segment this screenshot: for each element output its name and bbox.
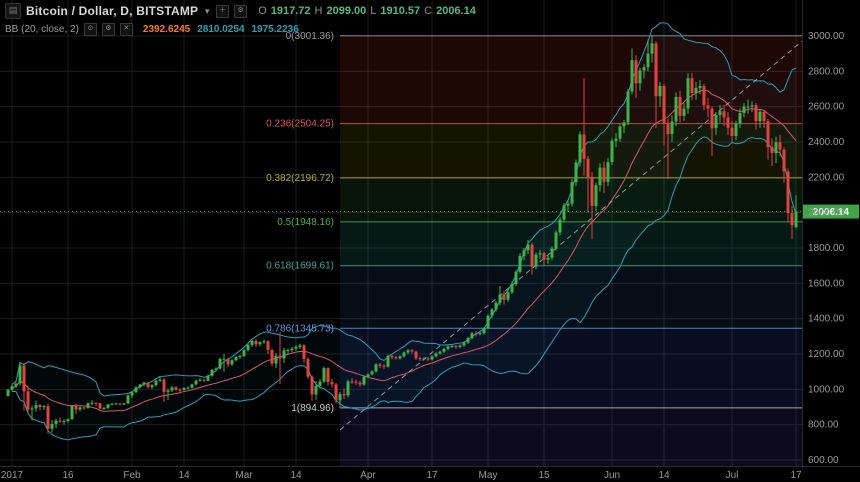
chart-header: ▤ Bitcoin / Dollar, D, BITSTAMP ▼ ＋ ⚙ O … [5, 3, 476, 36]
low-value: 1910.57 [380, 5, 421, 17]
candlestick-layer [6, 35, 798, 434]
svg-text:800.00: 800.00 [808, 420, 839, 431]
svg-text:2200.00: 2200.00 [808, 172, 845, 183]
svg-text:2017: 2017 [1, 470, 24, 481]
symbol-row: ▤ Bitcoin / Dollar, D, BITSTAMP ▼ ＋ ⚙ O … [5, 3, 476, 19]
eye-icon[interactable]: ⊙ [83, 23, 97, 36]
close-value: 2006.14 [436, 5, 476, 17]
svg-text:0.382(2196.72): 0.382(2196.72) [266, 173, 334, 184]
last-price-layer: 2006.14 [0, 204, 859, 219]
svg-text:14: 14 [658, 470, 670, 481]
indicator-name[interactable]: BB (20, close, 2) [5, 24, 79, 35]
svg-text:15: 15 [538, 470, 550, 481]
svg-text:Feb: Feb [123, 470, 141, 481]
svg-text:0.236(2504.25): 0.236(2504.25) [266, 119, 334, 130]
compare-icon[interactable]: ＋ [216, 4, 230, 18]
bb-lower-value: 1975.2236 [251, 24, 299, 35]
svg-text:3000.00: 3000.00 [808, 31, 845, 42]
chart-menu-icon[interactable]: ▤ [5, 3, 21, 19]
indicator-row: BB (20, close, 2) ⊙ ⚙ ✕ 2392.6245 2810.0… [5, 23, 476, 36]
svg-text:0.618(1699.61): 0.618(1699.61) [266, 261, 334, 272]
svg-text:0.5(1948.16): 0.5(1948.16) [277, 217, 334, 228]
close-label: C [424, 5, 433, 17]
ohlc-readout: O 1917.72 H 2099.00 L 1910.57 C 2006.14 [258, 5, 476, 17]
bb-basis-value: 2392.6245 [142, 24, 191, 35]
svg-text:1400.00: 1400.00 [808, 314, 845, 325]
svg-text:600.00: 600.00 [808, 455, 839, 466]
trendline-layer[interactable] [339, 26, 820, 431]
high-label: H [314, 5, 323, 17]
svg-text:1000.00: 1000.00 [808, 384, 845, 395]
fib-labels-layer: 0(3001.36) 0.236(2504.25) 0.382(2196.72) 0.… [266, 31, 334, 414]
svg-text:May: May [479, 470, 498, 481]
time-axis[interactable]: 2017 16 Feb 14 Mar 14 Apr 17 May 15 Jun 14 Jul 17 [0, 466, 860, 482]
bb-upper-value: 2810.0254 [197, 24, 245, 35]
svg-text:Jun: Jun [604, 470, 620, 481]
svg-text:Mar: Mar [235, 470, 253, 481]
svg-text:2000.00: 2000.00 [808, 208, 845, 219]
open-label: O [258, 5, 267, 17]
svg-text:17: 17 [426, 470, 438, 481]
gear-icon[interactable]: ⚙ [101, 23, 115, 36]
svg-text:0(3001.36): 0(3001.36) [286, 31, 334, 42]
svg-text:16: 16 [62, 470, 74, 481]
svg-text:0.786(1345.73): 0.786(1345.73) [266, 323, 334, 334]
svg-text:14: 14 [178, 470, 190, 481]
svg-text:1800.00: 1800.00 [808, 243, 845, 254]
symbol-title[interactable]: Bitcoin / Dollar, D, BITSTAMP [26, 4, 199, 18]
chevron-down-icon[interactable]: ▼ [203, 6, 212, 16]
svg-text:1200.00: 1200.00 [808, 349, 845, 360]
svg-text:Apr: Apr [360, 470, 376, 481]
close-icon[interactable]: ✕ [119, 23, 133, 36]
svg-text:17: 17 [790, 470, 802, 481]
low-label: L [370, 5, 377, 17]
indicator-values: 2392.6245 2810.0254 1975.2236 [143, 24, 299, 35]
svg-text:14: 14 [290, 470, 302, 481]
open-value: 1917.72 [270, 5, 311, 17]
high-value: 2099.00 [326, 5, 367, 17]
svg-text:2600.00: 2600.00 [808, 102, 845, 113]
settings-icon[interactable]: ⚙ [234, 4, 248, 18]
fibonacci-zones-layer[interactable] [340, 35, 802, 467]
price-axis[interactable]: 3000.00 2800.00 2600.00 2400.00 2200.00 2000.… [802, 0, 845, 466]
svg-text:2400.00: 2400.00 [808, 137, 845, 148]
svg-text:1(894.96): 1(894.96) [291, 403, 334, 414]
svg-text:1600.00: 1600.00 [808, 278, 845, 289]
svg-text:Jul: Jul [726, 470, 739, 481]
svg-text:2800.00: 2800.00 [808, 66, 845, 77]
svg-text:2006.14: 2006.14 [813, 207, 850, 218]
